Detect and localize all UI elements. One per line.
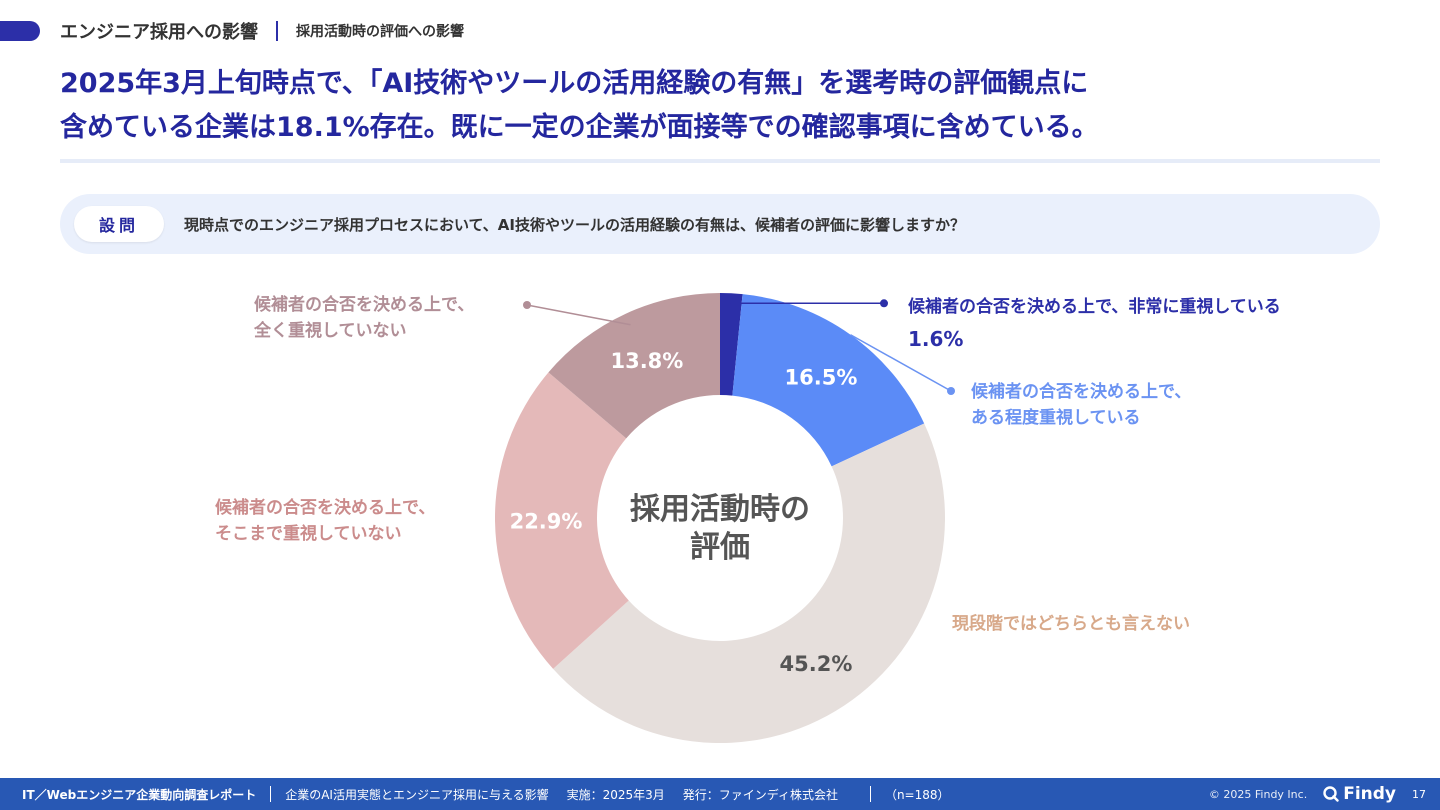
findy-logo-icon [1323, 786, 1339, 802]
question-bar: 設問 現時点でのエンジニア採用プロセスにおいて、AI技術やツールの活用経験の有無… [60, 194, 1380, 254]
leader-line-somewhat-important [850, 334, 952, 392]
footer-report-title: IT／Webエンジニア企業動向調査レポート [22, 787, 257, 802]
center-label-line-1: 採用活動時の [630, 492, 810, 527]
donut-slice-somewhat-important [732, 294, 925, 467]
page-title-line-1: 2025年3月上旬時点で、「AI技術やツールの活用経験の有無」を選考時の評価観点… [60, 68, 1089, 99]
question-text: 現時点でのエンジニア採用プロセスにおいて、AI技術やツールの活用経験の有無は、候… [184, 215, 965, 234]
footer-publisher: 発行：ファインディ株式会社 [682, 787, 838, 802]
page-title-line-2: 含めている企業は18.1%存在。既に一定の企業が面接等での確認事項に含めている。 [60, 112, 1099, 143]
subsection-title: 採用活動時の評価への影響 [296, 24, 464, 40]
slice-value-somewhat-important: 16.5% [785, 365, 858, 389]
center-label-line-2: 評価 [690, 530, 750, 565]
leader-dot-not-at-all [523, 301, 531, 309]
legend-text-very-important: 候補者の合否を決める上で、非常に重視している [908, 297, 1281, 317]
legend-text-somewhat-2: ある程度重視している [971, 408, 1141, 428]
leader-line-not-at-all [526, 304, 631, 326]
donut-slice-not-at-all [548, 293, 720, 439]
legend-text-neutral: 現段階ではどちらとも言えない [952, 614, 1190, 634]
footer: IT／Webエンジニア企業動向調査レポート 企業のAI活用実態とエンジニア採用に… [0, 778, 1440, 810]
legend-text-notatall-1: 候補者の合否を決める上で、 [254, 295, 475, 315]
slice-value-neutral: 45.2% [780, 652, 853, 676]
donut-slice-not-very-important [495, 372, 629, 669]
breadcrumb-divider [276, 21, 278, 41]
slice-value-not-very-important: 22.9% [510, 510, 583, 534]
section-marker [0, 21, 40, 41]
legend-value-very-important: 1.6% [908, 327, 964, 351]
legend-label-not-at-all: 候補者の合否を決める上で、 全く重視していない [254, 292, 474, 344]
title-underline [60, 159, 1380, 163]
leader-dot-very-important [880, 299, 888, 308]
question-badge: 設問 [74, 206, 164, 242]
donut-chart: 16.5% 45.2% 22.9% 13.8% 採用活動時の 評価 [495, 293, 955, 744]
footer-sample-size: （n=188） [884, 787, 950, 802]
findy-logo: Findy [1323, 784, 1396, 804]
page-title: 2025年3月上旬時点で、「AI技術やツールの活用経験の有無」を選考時の評価観点… [60, 62, 1380, 150]
legend-label-very-important: 候補者の合否を決める上で、非常に重視している 1.6% [908, 294, 1281, 352]
donut-slice-neutral [553, 423, 946, 744]
footer-copyright: © 2025 Findy Inc. [1208, 787, 1308, 801]
breadcrumb: エンジニア採用への影響 採用活動時の評価への影響 [60, 18, 464, 44]
section-title: エンジニア採用への影響 [60, 22, 258, 43]
page-number: 17 [1412, 787, 1426, 801]
donut-slice-very-important [720, 293, 743, 396]
legend-text-somewhat-1: 候補者の合否を決める上で、 [971, 382, 1192, 402]
footer-divider-2 [869, 786, 871, 802]
footer-divider [270, 786, 272, 802]
legend-text-notmuch-2: そこまで重視していない [215, 524, 402, 544]
legend-text-notatall-2: 全く重視していない [254, 321, 407, 341]
footer-date: 実施：2025年3月 [566, 787, 665, 802]
legend-label-neutral: 現段階ではどちらとも言えない [952, 611, 1190, 637]
legend-label-somewhat-important: 候補者の合否を決める上で、 ある程度重視している [971, 379, 1191, 431]
slice-value-not-at-all: 13.8% [610, 349, 683, 373]
legend-label-not-very-important: 候補者の合否を決める上で、 そこまで重視していない [215, 495, 435, 547]
leader-dot-somewhat-important [947, 387, 955, 395]
legend-text-notmuch-1: 候補者の合否を決める上で、 [215, 498, 436, 518]
footer-topic: 企業のAI活用実態とエンジニア採用に与える影響 [285, 787, 549, 802]
findy-logo-text: Findy [1343, 784, 1396, 804]
